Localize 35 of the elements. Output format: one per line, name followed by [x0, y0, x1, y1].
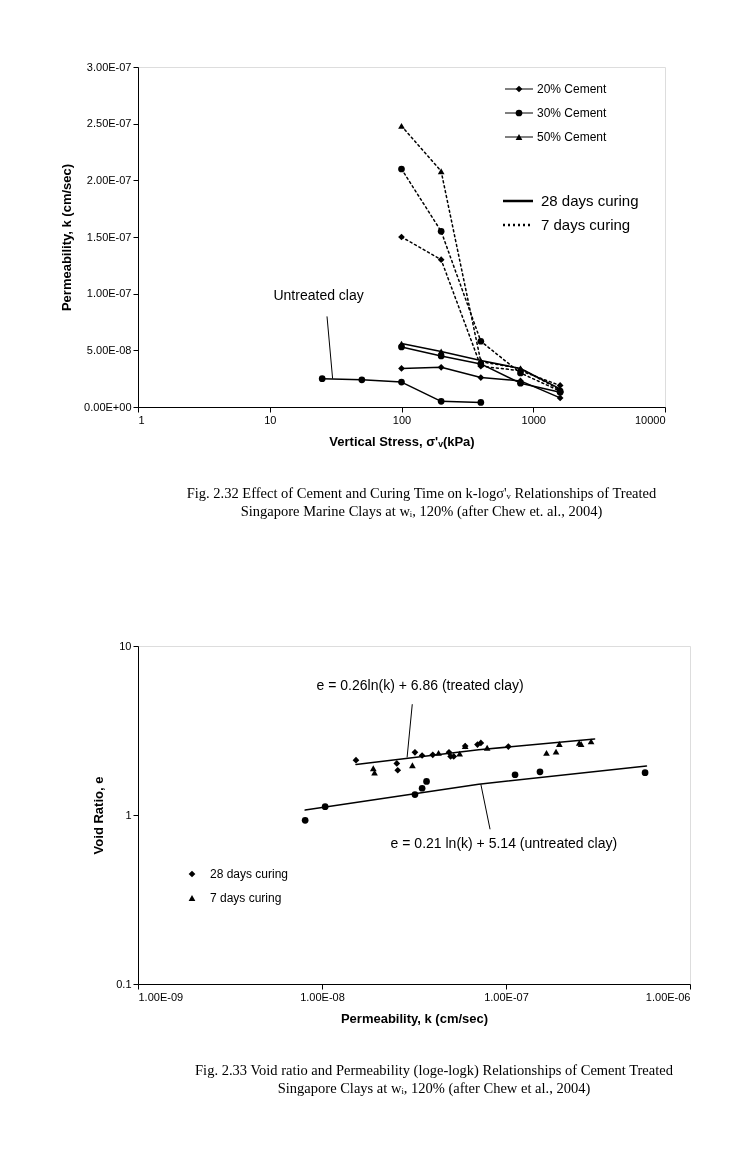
- x-tick-label: 1.00E-09: [138, 990, 184, 1003]
- y-tick-label: 5.00E-08: [86, 343, 132, 356]
- annotation: e = 0.21 ln(k) + 5.14 (untreated clay): [390, 835, 618, 852]
- annotation: Untreated clay: [273, 286, 364, 303]
- x-tick-label: 10: [264, 413, 277, 426]
- x-tick-label: 10000: [634, 413, 666, 426]
- y-tick-label: 0.1: [116, 977, 132, 990]
- legend-label: 20% Cement: [537, 82, 608, 96]
- x-tick-label: 1.00E-07: [484, 990, 529, 1003]
- x-axis-title: Vertical Stress, σ'ᵥ(kPa): [329, 433, 475, 449]
- annotation: e = 0.26ln(k) + 6.86 (treated clay): [316, 677, 524, 694]
- caption: Fig. 2.32 Effect of Cement and Curing Time on k-logσ'ᵥ Relationships of Treated Singapore Marine Clays at wᵢ, 120% (after Chew et. al., 2004): [186, 485, 658, 520]
- legend-label: 28 days curing: [210, 867, 289, 881]
- y-tick-label: 1: [125, 808, 132, 821]
- y-tick-label: 1.50E-07: [86, 230, 132, 243]
- caption: Fig. 2.33 Void ratio and Permeability (loge-logk) Relationships of Cement Treated Singapore Clays at wᵢ, 120% (after Chew et al., 2004): [195, 1062, 674, 1097]
- y-tick-label: 10: [119, 639, 132, 652]
- y-axis-title: Permeability, k (cm/sec): [59, 163, 75, 312]
- y-tick-label: 2.50E-07: [86, 117, 132, 130]
- annotation: 7 days curing: [541, 216, 631, 233]
- legend-label: 30% Cement: [537, 106, 608, 120]
- legend-label: 50% Cement: [537, 130, 608, 144]
- y-tick-label: 0.00E+00: [84, 400, 132, 413]
- y-tick-label: 1.00E-07: [86, 287, 132, 300]
- x-tick-label: 1000: [521, 413, 546, 426]
- annotation: 28 days curing: [541, 192, 639, 209]
- y-axis-title: Void Ratio, e: [91, 776, 107, 855]
- x-tick-label: 100: [392, 413, 412, 426]
- y-tick-label: 2.00E-07: [86, 173, 132, 186]
- x-tick-label: 1.00E-08: [300, 990, 345, 1003]
- x-tick-label: 1: [138, 413, 145, 426]
- y-tick-label: 3.00E-07: [86, 60, 132, 73]
- legend-label: 7 days curing: [210, 891, 282, 905]
- x-tick-label: 1.00E-06: [645, 990, 691, 1003]
- x-axis-title: Permeability, k (cm/sec): [340, 1010, 489, 1026]
